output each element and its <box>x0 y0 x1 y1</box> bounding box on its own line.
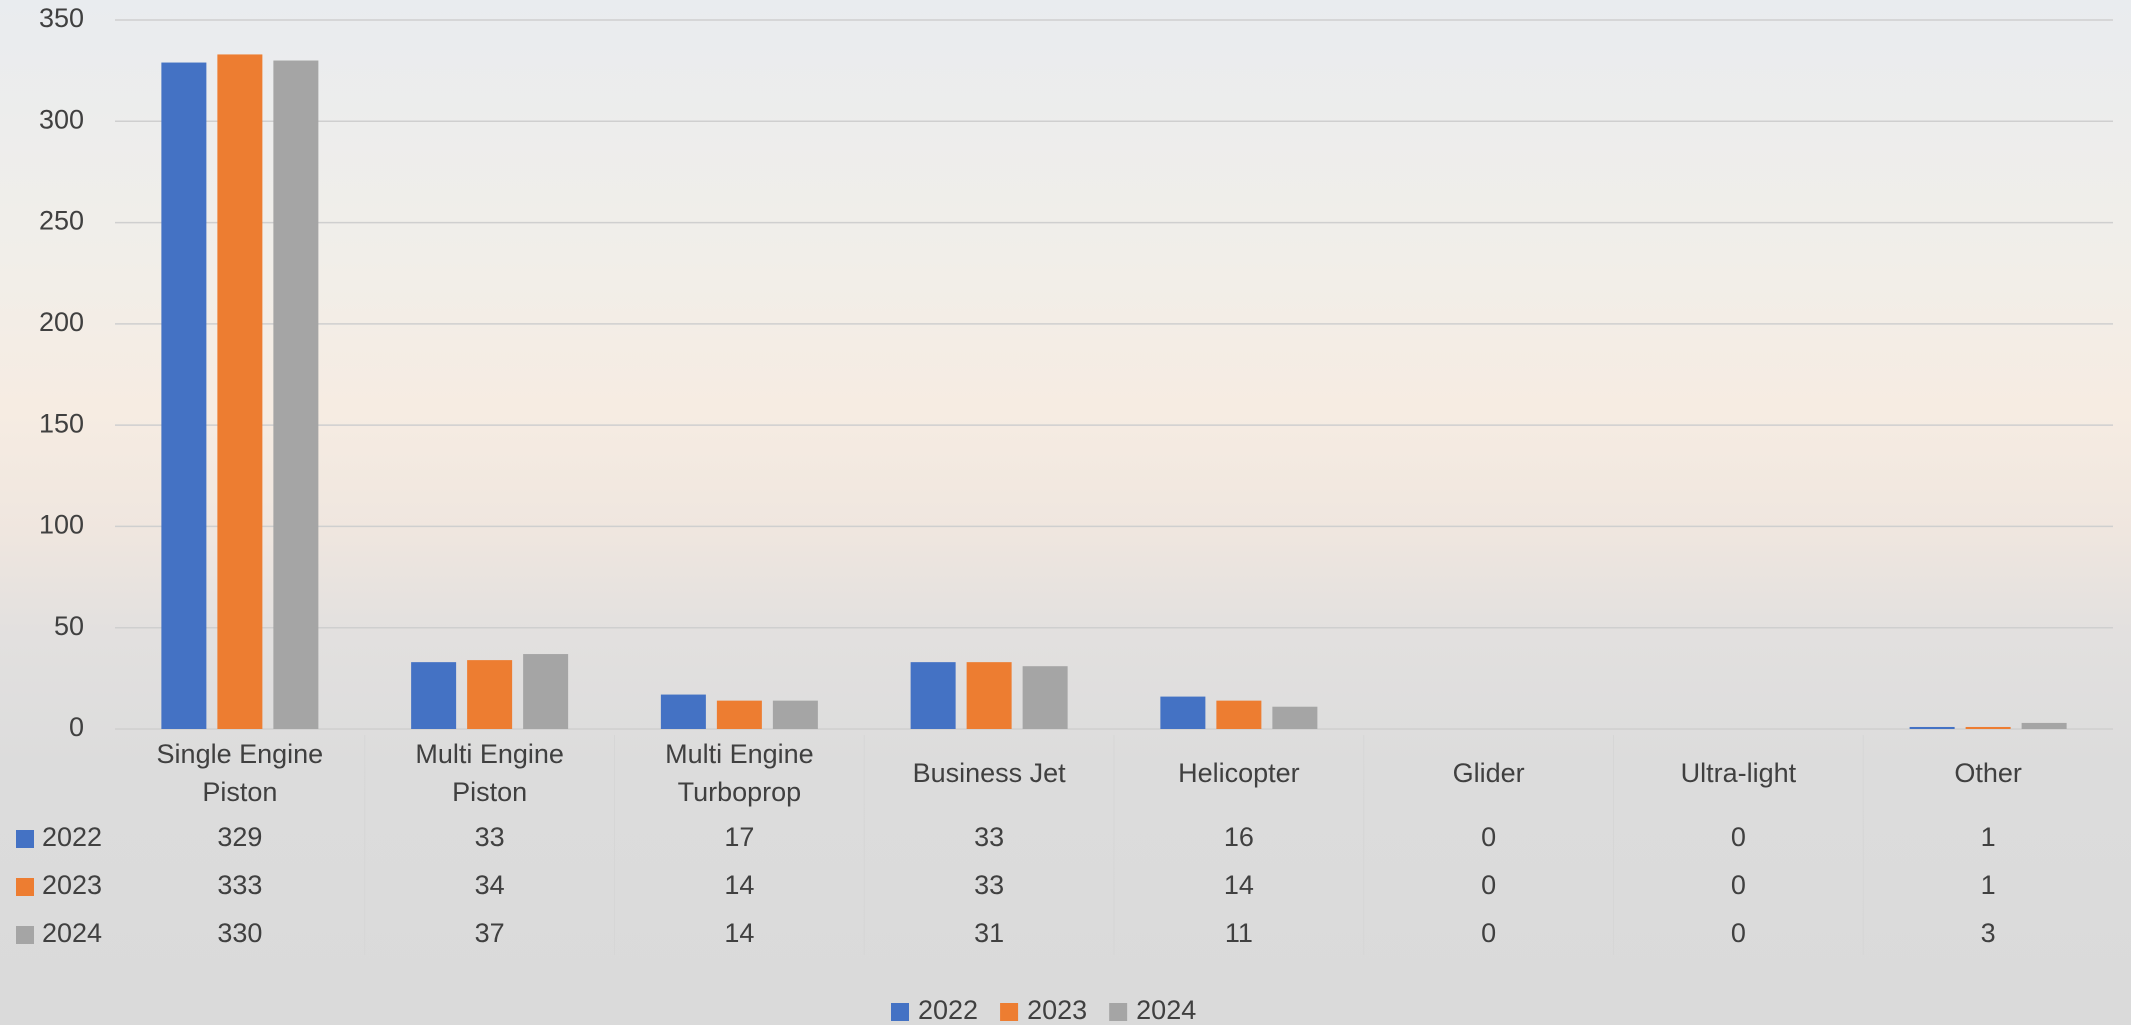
x-tick-label: Single Engine Piston <box>140 733 340 813</box>
table-series-name: 2023 <box>42 870 102 900</box>
y-tick-label: 150 <box>39 408 84 438</box>
legend-label: 2023 <box>1027 995 1087 1025</box>
table-value: 33 <box>974 870 1004 900</box>
table-value: 0 <box>1731 918 1746 948</box>
table-value: 11 <box>1225 918 1253 948</box>
legend-label: 2022 <box>918 995 978 1025</box>
x-tick-label: Multi Engine Piston <box>390 733 590 813</box>
bar <box>1966 727 2011 729</box>
bar <box>467 660 512 729</box>
table-value: 31 <box>974 918 1004 948</box>
bar <box>2022 723 2067 729</box>
table-value: 0 <box>1731 870 1746 900</box>
table-value: 0 <box>1481 918 1496 948</box>
table-value: 33 <box>475 822 505 852</box>
table-series-name: 2024 <box>42 918 102 948</box>
bar <box>1160 697 1205 729</box>
table-value: 14 <box>1224 870 1254 900</box>
table-legend-key <box>16 878 34 896</box>
legend-label: 2024 <box>1136 995 1196 1025</box>
legend-key <box>1109 1003 1127 1021</box>
table-legend-key <box>16 830 34 848</box>
table-value: 34 <box>475 870 505 900</box>
y-tick-label: 350 <box>39 3 84 33</box>
bar <box>967 662 1012 729</box>
bar <box>1023 666 1068 729</box>
table-series-name: 2022 <box>42 822 102 852</box>
x-tick-label: Glider <box>1389 733 1589 813</box>
bar <box>411 662 456 729</box>
table-value: 0 <box>1481 870 1496 900</box>
table-value: 14 <box>724 918 754 948</box>
x-tick-label: Helicopter <box>1139 733 1339 813</box>
table-value: 17 <box>724 822 754 852</box>
table-value: 333 <box>217 870 262 900</box>
chart: 0501001502002503003503293333303334371714… <box>0 0 2131 1025</box>
bar <box>717 701 762 729</box>
bar <box>161 63 206 729</box>
bar <box>1272 707 1317 729</box>
table-value: 3 <box>1981 918 1996 948</box>
table-value: 37 <box>475 918 505 948</box>
y-tick-label: 100 <box>39 510 84 540</box>
x-tick-label: Ultra-light <box>1638 733 1838 813</box>
bar <box>911 662 956 729</box>
legend-key <box>891 1003 909 1021</box>
table-value: 1 <box>1981 870 1996 900</box>
table-value: 14 <box>724 870 754 900</box>
chart-area: 0501001502002503003503293333303334371714… <box>0 0 2131 1025</box>
y-tick-label: 200 <box>39 307 84 337</box>
table-legend-key <box>16 926 34 944</box>
bar <box>773 701 818 729</box>
bar <box>217 54 262 729</box>
table-value: 0 <box>1731 822 1746 852</box>
bar <box>523 654 568 729</box>
bar <box>273 61 318 729</box>
x-tick-label: Multi Engine Turboprop <box>639 733 839 813</box>
table-value: 330 <box>217 918 262 948</box>
bar <box>661 695 706 729</box>
bar <box>1910 727 1955 729</box>
table-value: 329 <box>217 822 262 852</box>
table-value: 16 <box>1224 822 1254 852</box>
x-tick-label: Other <box>1888 733 2088 813</box>
table-value: 0 <box>1481 822 1496 852</box>
y-tick-label: 0 <box>69 712 84 742</box>
y-tick-label: 300 <box>39 104 84 134</box>
table-value: 1 <box>1981 822 1996 852</box>
y-tick-label: 250 <box>39 206 84 236</box>
y-tick-label: 50 <box>54 611 84 641</box>
x-tick-label: Business Jet <box>889 733 1089 813</box>
legend-key <box>1000 1003 1018 1021</box>
bar <box>1216 701 1261 729</box>
table-value: 33 <box>974 822 1004 852</box>
